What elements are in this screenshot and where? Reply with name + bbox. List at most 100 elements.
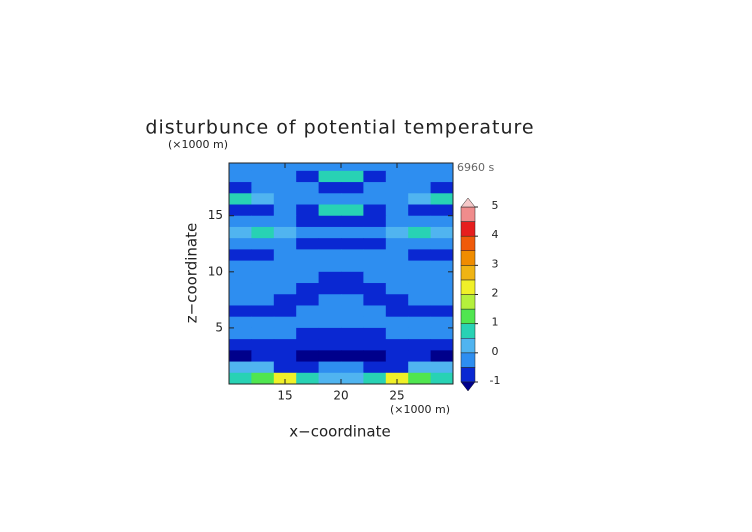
contour-cell: [408, 294, 432, 306]
contour-cell: [341, 193, 364, 206]
contour-cell: [385, 372, 409, 384]
contour-cell: [229, 283, 252, 295]
contour-cell: [318, 350, 342, 363]
contour-cell: [229, 316, 252, 329]
contour-cell: [273, 339, 297, 351]
y-tick-label: 15: [208, 208, 223, 222]
contour-cell: [341, 215, 364, 228]
contour-cell: [363, 249, 387, 262]
colorbar-segment: [460, 235, 476, 252]
contour-cell: [229, 215, 252, 228]
contour-cell: [341, 238, 364, 250]
contour-cell: [296, 339, 320, 351]
colorbar-under: [460, 381, 476, 392]
contour-cell: [408, 238, 432, 250]
contour-cell: [408, 204, 432, 217]
contour-cell: [273, 238, 297, 250]
contour-cell: [408, 226, 432, 239]
contour-cell: [251, 226, 275, 239]
contour-cell: [385, 361, 409, 374]
contour-cell: [341, 361, 364, 374]
contour-cell: [430, 163, 453, 172]
x-axis-label: x−coordinate: [289, 423, 390, 441]
contour-cell: [408, 283, 432, 295]
contour-cell: [229, 294, 252, 306]
contour-cell: [296, 182, 320, 194]
contour-cell: [408, 271, 432, 284]
contour-cell: [408, 170, 432, 183]
contour-cell: [296, 170, 320, 183]
contour-cell: [430, 294, 453, 306]
contour-cell: [229, 182, 252, 194]
colorbar-tick-label: -1: [490, 374, 501, 387]
colorbar-segment: [460, 279, 476, 295]
contour-cell: [296, 271, 320, 284]
contour-cell: [273, 193, 297, 206]
contour-cell: [341, 327, 364, 340]
colorbar-over: [460, 197, 476, 208]
colorbar-segment: [460, 221, 476, 237]
y-tick-label: 10: [208, 264, 223, 278]
contour-cell: [296, 238, 320, 250]
contour-cell: [273, 170, 297, 183]
colorbar-segment: [460, 338, 476, 354]
contour-cell: [385, 204, 409, 217]
contour-cell: [229, 170, 252, 183]
contour-cell: [341, 372, 364, 384]
contour-cell: [251, 372, 275, 384]
contour-cell: [251, 260, 275, 273]
contour-cell: [318, 193, 342, 206]
contour-cell: [430, 271, 453, 284]
contour-cell: [296, 193, 320, 206]
contour-cell: [408, 215, 432, 228]
contour-cell: [251, 350, 275, 363]
contour-cell: [296, 215, 320, 228]
contour-cell: [318, 339, 342, 351]
contour-cell: [273, 294, 297, 306]
contour-cell: [385, 271, 409, 284]
contour-cell: [363, 163, 387, 172]
contour-cell: [229, 226, 252, 239]
contour-cell: [229, 327, 252, 340]
contour-cell: [229, 238, 252, 250]
colorbar-tick-label: 1: [492, 316, 499, 329]
contour-cell: [318, 170, 342, 183]
contour-cell: [251, 249, 275, 262]
contour-cell: [341, 283, 364, 295]
contour-cell: [273, 215, 297, 228]
contour-cell: [341, 249, 364, 262]
contour-cell: [318, 226, 342, 239]
contour-cell: [341, 226, 364, 239]
contour-cell: [296, 294, 320, 306]
colorbar-tick-label: 2: [492, 287, 499, 300]
contour-cell: [229, 361, 252, 374]
contour-cell: [296, 361, 320, 374]
contour-cell: [251, 204, 275, 217]
contour-cell: [273, 226, 297, 239]
contour-cell: [229, 163, 252, 172]
contour-cell: [296, 226, 320, 239]
colorbar-segment: [460, 367, 476, 383]
contour-cell: [296, 283, 320, 295]
contour-cell: [296, 327, 320, 340]
contour-cell: [251, 327, 275, 340]
contour-cell: [251, 215, 275, 228]
contour-cell: [430, 215, 453, 228]
contour-cell: [430, 260, 453, 273]
contour-cell: [341, 305, 364, 318]
contour-cell: [273, 182, 297, 194]
contour-cell: [318, 215, 342, 228]
y-axis-label: z−coordinate: [183, 223, 201, 323]
contour-cell: [408, 339, 432, 351]
colorbar-segment: [460, 250, 476, 266]
contour-cell: [408, 316, 432, 329]
contour-cell: [229, 204, 252, 217]
contour-cell: [408, 249, 432, 262]
contour-cell: [229, 339, 252, 351]
contour-cell: [363, 283, 387, 295]
contour-cell: [318, 305, 342, 318]
contour-cell: [273, 327, 297, 340]
contour-cell: [385, 193, 409, 206]
colorbar-segment: [460, 352, 476, 368]
